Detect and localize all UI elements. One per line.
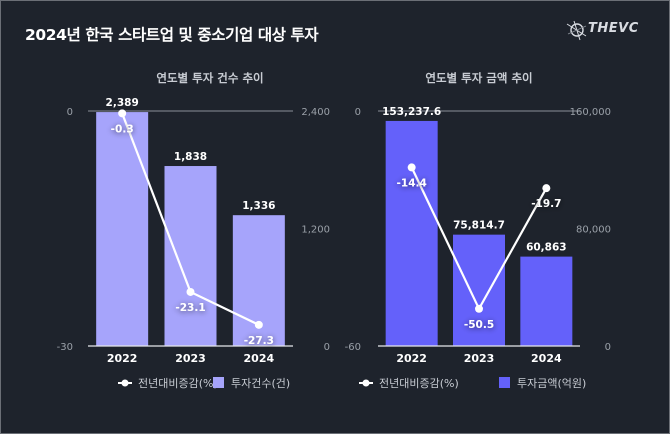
line-point <box>254 320 263 329</box>
left-tick-label: 0 <box>355 107 361 118</box>
bar <box>453 234 505 346</box>
bar-value-label: 75,814.7 <box>453 220 505 232</box>
legend: 전년대비증감(%) 투자금액(억원) <box>359 377 586 390</box>
chart-title: 연도별 투자 건수 추이 <box>156 71 263 85</box>
left-tick-label: -60 <box>345 342 361 353</box>
line-point <box>186 287 195 296</box>
page-title: 2024년 한국 스타트업 및 중소기업 대상 투자 <box>25 26 319 44</box>
x-tick-label: 2022 <box>107 352 138 365</box>
x-tick-label: 2023 <box>175 352 206 365</box>
line-point <box>542 184 551 193</box>
legend-marker-icon <box>362 379 370 387</box>
x-tick-label: 2024 <box>531 352 562 365</box>
bar <box>164 166 217 346</box>
right-tick-label: 2,400 <box>301 107 330 118</box>
bar-value-label: 153,237.6 <box>382 106 441 118</box>
line-point-label: -27.3 <box>244 335 274 347</box>
bar <box>385 120 438 346</box>
legend-swatch-icon <box>499 377 510 388</box>
legend-label-bar: 투자금액(억원) <box>517 377 586 390</box>
line-point <box>407 163 416 172</box>
line-point-label: -50.5 <box>464 319 494 331</box>
logo-text: THEVC <box>588 21 639 36</box>
line-point <box>118 109 127 118</box>
thevc-logo: THEVC <box>566 18 658 42</box>
legend-swatch-icon <box>213 377 224 388</box>
left-tick-label: -30 <box>57 342 73 353</box>
bar-value-label: 2,389 <box>106 97 139 109</box>
chart-title: 연도별 투자 금액 추이 <box>425 71 532 85</box>
legend-label-bar: 투자건수(건) <box>231 377 290 390</box>
line-point-label: -19.7 <box>531 198 561 210</box>
legend-label-change: 전년대비증감(%) <box>138 377 218 390</box>
line-point <box>475 304 483 313</box>
x-tick-label: 2023 <box>464 352 495 365</box>
bar <box>520 256 573 346</box>
bar <box>96 112 149 346</box>
right-tick-label: 160,000 <box>570 107 611 118</box>
bar-value-label: 1,336 <box>242 200 275 212</box>
compass-star-icon <box>566 20 587 41</box>
legend: 전년대비증감(%) 투자건수(건) <box>118 377 290 390</box>
left-tick-label: 0 <box>67 107 73 118</box>
x-tick-label: 2022 <box>396 352 427 365</box>
chart-1: 연도별 투자 건수 추이 0 -30 2,400 1,200 0 2022 2023 2024 2… <box>57 71 330 390</box>
legend-marker-icon <box>121 379 129 387</box>
chart-2: 연도별 투자 금액 추이 0 -60 160,000 80,000 0 2022 2023 20… <box>345 71 611 390</box>
right-tick-label: 0 <box>605 342 611 353</box>
right-tick-label: 1,200 <box>301 225 330 236</box>
x-tick-label: 2024 <box>244 352 275 365</box>
right-tick-label: 80,000 <box>576 225 611 236</box>
line-point-label: -0.3 <box>111 123 134 135</box>
line-point-label: -23.1 <box>175 302 205 314</box>
bar-value-label: 1,838 <box>174 151 207 163</box>
bar-value-label: 60,863 <box>526 242 567 254</box>
legend-label-change: 전년대비증감(%) <box>379 377 459 390</box>
right-tick-label: 0 <box>324 342 330 353</box>
line-point-label: -14.4 <box>397 177 427 189</box>
